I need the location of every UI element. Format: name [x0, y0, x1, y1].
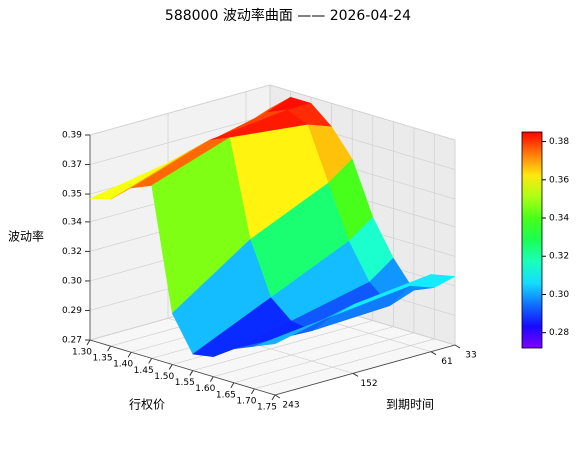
- tick-mark: [430, 351, 437, 356]
- tick-mark: [271, 394, 276, 401]
- tick-mark: [209, 376, 214, 382]
- colorbar-tick-label: 0.30: [549, 290, 569, 300]
- tick-mark: [86, 339, 91, 346]
- tick-mark: [352, 372, 359, 377]
- colorbar-tick-label: 0.38: [549, 137, 569, 147]
- colorbar: [521, 131, 543, 349]
- y-tick-label: 152: [360, 379, 377, 389]
- z-tick-label: 0.34: [62, 217, 82, 227]
- axis-line: [274, 344, 456, 396]
- y-tick-label: 33: [465, 351, 476, 361]
- z-tick-label: 0.29: [62, 306, 82, 316]
- colorbar-tick-label: 0.32: [549, 252, 569, 262]
- z-tick-label: 0.27: [62, 336, 82, 346]
- tick-mark: [127, 351, 132, 358]
- y-axis-label: 到期时间: [386, 398, 434, 412]
- tick-mark: [107, 345, 111, 352]
- chart-title: 588000 波动率曲面 —— 2026-04-24: [165, 7, 411, 24]
- grid-line: [89, 84, 271, 136]
- x-tick-label: 1.65: [216, 390, 236, 400]
- x-tick-label: 1.35: [93, 354, 113, 364]
- x-tick-label: 1.50: [154, 372, 174, 382]
- tick-mark: [251, 388, 255, 395]
- tick-mark: [189, 370, 194, 376]
- tick-mark: [148, 358, 153, 364]
- colorbar-tick-label: 0.34: [549, 214, 569, 224]
- z-tick-label: 0.37: [62, 160, 82, 170]
- grid-line: [269, 84, 456, 141]
- x-tick-label: 1.45: [134, 366, 154, 376]
- surface-patch: [254, 304, 354, 347]
- axis-line: [89, 339, 276, 396]
- x-tick-label: 1.60: [195, 384, 215, 394]
- x-tick-label: 1.70: [236, 396, 256, 406]
- z-tick-label: 0.39: [62, 131, 82, 141]
- grid-line: [233, 332, 414, 384]
- tick-mark: [168, 364, 173, 370]
- z-tick-label: 0.30: [62, 276, 82, 286]
- grid-line: [89, 114, 271, 165]
- grid-line: [213, 326, 394, 378]
- y-tick-label: 61: [441, 357, 452, 367]
- x-tick-label: 1.75: [257, 403, 277, 413]
- x-tick-label: 1.55: [175, 378, 195, 388]
- grid-line: [192, 320, 373, 371]
- x-tick-label: 1.30: [72, 348, 92, 358]
- tick-mark: [274, 394, 281, 399]
- colorbar-tick-label: 0.28: [549, 328, 569, 338]
- colorbar-tick-label: 0.36: [549, 175, 569, 185]
- z-tick-label: 0.35: [62, 190, 82, 200]
- x-tick-label: 1.40: [113, 360, 133, 370]
- y-tick-label: 243: [282, 401, 299, 411]
- z-axis-label: 波动率: [8, 229, 44, 244]
- tick-mark: [230, 382, 235, 389]
- x-axis-label: 行权价: [129, 398, 165, 412]
- grid-line: [254, 338, 435, 390]
- tick-mark: [454, 344, 461, 349]
- z-tick-label: 0.32: [62, 247, 82, 257]
